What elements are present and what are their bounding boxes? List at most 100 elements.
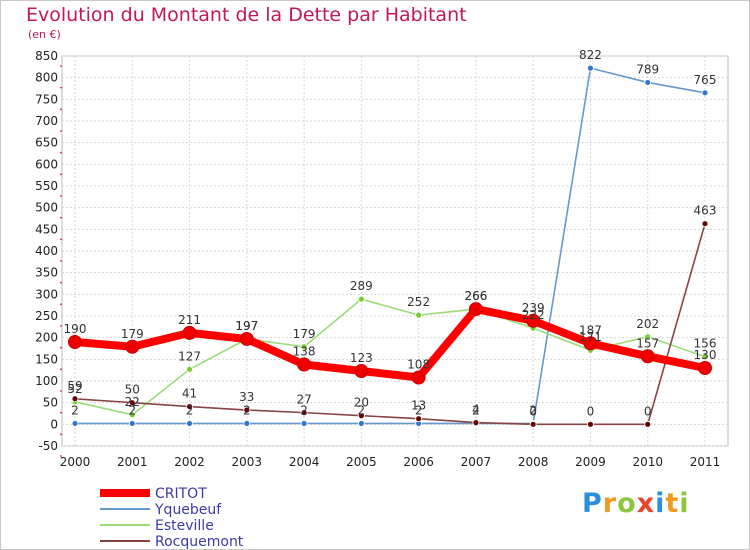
axis-minor-dot bbox=[60, 368, 62, 371]
data-label-esteville: 52 bbox=[67, 382, 82, 396]
data-label-critot: 266 bbox=[464, 289, 487, 303]
data-label-rocquemont: 50 bbox=[125, 383, 140, 397]
data-point-yquebeuf bbox=[186, 420, 193, 427]
data-label-esteville: 127 bbox=[178, 349, 201, 363]
data-point-esteville bbox=[300, 343, 308, 351]
data-label-critot: 123 bbox=[350, 351, 373, 365]
data-point-rocquemont bbox=[357, 412, 365, 420]
logo-letter: i bbox=[679, 488, 690, 519]
x-tick-label: 2003 bbox=[232, 455, 263, 469]
data-point-critot bbox=[526, 313, 541, 328]
logo-letter: P bbox=[582, 488, 603, 519]
axis-minor-dot bbox=[60, 65, 62, 67]
data-label-rocquemont: 27 bbox=[296, 393, 311, 407]
y-tick-label: 300 bbox=[35, 287, 58, 301]
data-point-critot bbox=[182, 325, 197, 340]
data-point-critot bbox=[125, 339, 140, 354]
data-point-yquebeuf bbox=[701, 89, 709, 97]
data-point-critot bbox=[698, 361, 712, 375]
y-tick-label: 500 bbox=[35, 201, 58, 215]
logo-letter: i bbox=[655, 488, 666, 519]
y-tick-label: 0 bbox=[50, 417, 58, 431]
data-point-critot bbox=[297, 357, 312, 372]
data-label-rocquemont: 0 bbox=[587, 404, 595, 418]
legend-label-yquebeuf: Yquebeuf bbox=[154, 502, 222, 518]
data-point-yquebeuf bbox=[128, 420, 136, 427]
data-point-yquebeuf bbox=[300, 420, 308, 427]
data-label-rocquemont: 0 bbox=[644, 404, 652, 418]
axis-minor-dot bbox=[60, 173, 62, 176]
data-label-critot: 187 bbox=[579, 323, 602, 337]
data-point-yquebeuf bbox=[587, 64, 594, 72]
axis-minor-dot bbox=[60, 130, 62, 132]
series-line-rocquemont bbox=[74, 222, 706, 426]
x-tick-label: 2010 bbox=[632, 455, 663, 469]
x-tick-label: 2001 bbox=[117, 455, 148, 469]
legend-label-esteville: Esteville bbox=[155, 518, 214, 534]
data-point-rocquemont bbox=[472, 419, 480, 427]
y-tick-label: 250 bbox=[35, 309, 58, 323]
data-point-rocquemont bbox=[71, 395, 79, 403]
y-tick-label: 100 bbox=[35, 374, 58, 388]
data-label-critot: 157 bbox=[636, 336, 659, 350]
data-label-yquebeuf: 2 bbox=[415, 403, 423, 417]
axes: -500501001502002503003504004505005506006… bbox=[35, 49, 720, 469]
data-point-esteville bbox=[644, 333, 652, 341]
data-label-critot: 239 bbox=[522, 301, 545, 315]
data-label-rocquemont: 41 bbox=[182, 387, 197, 401]
data-label-yquebeuf: 2 bbox=[243, 403, 251, 417]
y-tick-label: 650 bbox=[35, 136, 58, 150]
data-label-rocquemont: 4 bbox=[472, 403, 480, 417]
data-label-critot: 108 bbox=[407, 358, 430, 372]
data-label-esteville: 289 bbox=[350, 279, 373, 293]
x-tick-label: 2000 bbox=[60, 455, 91, 469]
axis-minor-dot bbox=[60, 260, 62, 262]
axis-minor-dot bbox=[60, 455, 62, 457]
legend-label-rocquemont: Rocquemont bbox=[155, 534, 244, 550]
series-line-yquebeuf bbox=[74, 67, 706, 425]
data-label-esteville: 179 bbox=[293, 327, 316, 341]
y-tick-label: -50 bbox=[38, 439, 58, 453]
y-tick-label: 450 bbox=[35, 222, 58, 236]
logo-letter: r bbox=[602, 488, 618, 519]
data-label-rocquemont: 13 bbox=[411, 399, 426, 413]
data-label-rocquemont: 33 bbox=[239, 390, 254, 404]
data-label-esteville: 22 bbox=[125, 395, 140, 409]
data-label-yquebeuf: 2 bbox=[71, 403, 79, 417]
y-tick-label: 400 bbox=[35, 244, 58, 258]
data-point-yquebeuf bbox=[71, 420, 79, 427]
data-point-critot bbox=[239, 331, 254, 346]
data-label-yquebeuf: 765 bbox=[694, 73, 717, 87]
data-point-esteville bbox=[186, 365, 193, 373]
data-label-critot: 190 bbox=[64, 322, 87, 336]
data-point-rocquemont bbox=[415, 415, 423, 423]
data-point-critot bbox=[583, 336, 598, 351]
data-label-yquebeuf: 2 bbox=[128, 403, 136, 417]
x-tick-label: 2002 bbox=[174, 455, 205, 469]
axis-minor-dot bbox=[60, 433, 62, 436]
axis-minor-dot bbox=[60, 325, 62, 327]
y-tick-label: 850 bbox=[35, 49, 58, 63]
logo-letter: t bbox=[665, 488, 680, 519]
y-tick-label: 800 bbox=[35, 71, 58, 85]
data-point-rocquemont bbox=[587, 420, 594, 428]
x-tick-label: 2011 bbox=[690, 455, 721, 469]
data-point-critot bbox=[68, 335, 82, 349]
x-tick-label: 2006 bbox=[403, 455, 434, 469]
y-tick-label: 600 bbox=[35, 157, 58, 171]
chart-title: Evolution du Montant de la Dette par Hab… bbox=[26, 4, 467, 26]
y-tick-label: 150 bbox=[35, 352, 58, 366]
axis-minor-dot bbox=[60, 195, 62, 197]
data-label-critot: 138 bbox=[293, 345, 316, 359]
data-label-esteville: 156 bbox=[694, 337, 717, 351]
logo-letter: o bbox=[617, 488, 637, 519]
data-label-rocquemont: 0 bbox=[529, 404, 537, 418]
axis-minor-dot bbox=[60, 151, 62, 154]
y-tick-label: 700 bbox=[35, 114, 58, 128]
grid bbox=[61, 55, 729, 447]
x-tick-label: 2004 bbox=[289, 455, 320, 469]
data-point-rocquemont bbox=[529, 420, 537, 428]
y-tick-label: 50 bbox=[43, 396, 58, 410]
